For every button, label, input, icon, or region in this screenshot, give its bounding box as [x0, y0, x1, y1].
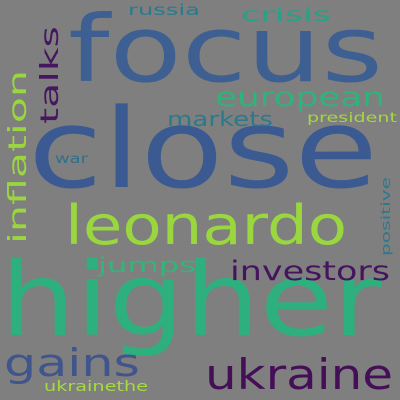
- word-close: close: [28, 85, 378, 213]
- word-focus: focus: [68, 0, 383, 103]
- word-european: european: [215, 82, 385, 113]
- word-russia: russia: [128, 1, 200, 19]
- word-leonardo: leonardo: [65, 194, 347, 257]
- word-war: war: [55, 152, 89, 167]
- word-jumps: jumps: [96, 253, 196, 277]
- word-markets: markets: [167, 107, 273, 131]
- word-ukrainethe: ukrainethe: [44, 379, 148, 395]
- word-ukraine: ukraine: [205, 350, 393, 399]
- word-gains: gains: [4, 341, 140, 385]
- word-president: president: [307, 111, 397, 126]
- word-talks: talks: [35, 26, 64, 124]
- word-investors: investors: [230, 256, 390, 287]
- word-higher: higher: [0, 241, 382, 360]
- word-inflation: inflation: [3, 70, 32, 244]
- word-positive: positive: [379, 177, 393, 256]
- word-crisis: crisis: [241, 4, 331, 26]
